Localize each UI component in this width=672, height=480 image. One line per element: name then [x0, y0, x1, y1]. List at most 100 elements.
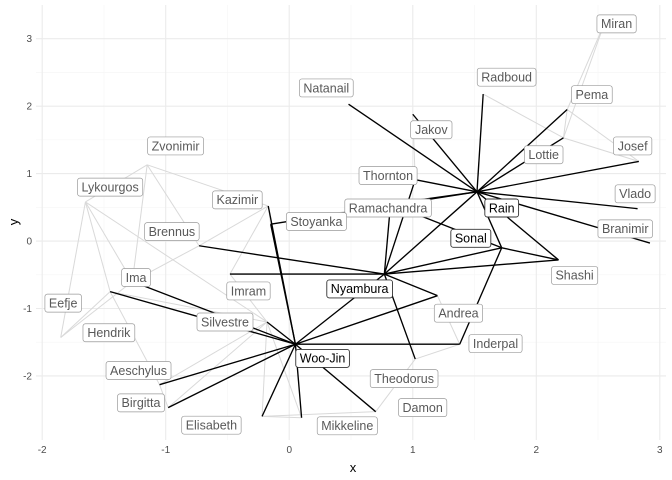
muted-edge — [60, 201, 86, 338]
node-label-text: Inderpal — [473, 337, 518, 351]
node-label: Zvonimir — [147, 136, 204, 156]
node-label: Shashi — [551, 266, 599, 285]
node-label: Sonal — [450, 228, 492, 248]
y-tick-label: -1 — [23, 304, 32, 315]
muted-edge — [198, 205, 269, 247]
edge — [384, 247, 502, 275]
node-label: Silvestre — [196, 312, 254, 332]
edge — [383, 191, 478, 275]
edge — [476, 160, 639, 193]
node-label-text: Elisabeth — [186, 418, 237, 432]
x-tick-label: 0 — [286, 445, 292, 456]
edge — [159, 343, 296, 386]
node-label-text: Josef — [618, 139, 648, 153]
node-label-text: Ramachandra — [349, 201, 428, 215]
node-label: Mikkeline — [316, 416, 378, 436]
muted-edge — [229, 205, 269, 275]
node-label-text: Shashi — [555, 269, 593, 283]
x-tick-label: 1 — [410, 445, 416, 456]
muted-edge — [482, 93, 564, 139]
node-label-box — [82, 323, 136, 343]
node-label-text: Eefje — [49, 296, 78, 310]
node-label-text: Vlado — [619, 187, 651, 201]
x-tick-label: -1 — [161, 445, 170, 456]
node-label-box — [613, 136, 653, 156]
node-label-box — [571, 85, 613, 105]
highlight-edges — [109, 93, 651, 418]
node-label-text: Theodorus — [374, 372, 434, 386]
node-label: Thornton — [358, 166, 418, 185]
node-label: Ramachandra — [344, 198, 432, 218]
node-label: Birgitta — [117, 393, 165, 413]
node-label-box — [551, 266, 599, 285]
node-label-text: Nyambura — [331, 282, 389, 296]
edge — [476, 109, 568, 193]
node-label-box — [450, 228, 492, 248]
edge — [266, 321, 296, 345]
node-label: Hendrik — [82, 323, 136, 343]
node-label-box — [181, 415, 242, 435]
node-label-text: Damon — [402, 401, 442, 415]
node-label: Aeschylus — [105, 361, 172, 380]
node-label: Brennus — [144, 222, 200, 241]
muted-edge — [262, 415, 302, 419]
muted-edge — [159, 321, 268, 386]
x-axis-title: x — [350, 460, 357, 475]
edge — [501, 247, 559, 261]
node-label: Lottie — [524, 145, 564, 165]
node-label-box — [369, 369, 439, 388]
node-label-box — [285, 212, 347, 231]
node-label: Branimir — [597, 219, 653, 239]
node-label-text: Lottie — [528, 148, 559, 162]
node-label: Josef — [613, 136, 653, 156]
node-label-box — [316, 416, 378, 436]
node-label-box — [299, 78, 354, 98]
axes: -2 -1 0 1 2 3 -2 -1 0 1 2 3 — [23, 34, 663, 456]
node-label-box — [77, 177, 144, 197]
node-label-text: Hendrik — [87, 326, 131, 340]
node-label-box — [358, 166, 418, 185]
edge — [198, 245, 385, 275]
node-label: Stoyanka — [285, 212, 347, 231]
node-label-text: Pema — [576, 88, 609, 102]
y-tick-label: 0 — [26, 237, 32, 248]
muted-edge — [131, 164, 148, 282]
node-label-box — [295, 348, 350, 368]
node-label: Lykourgos — [77, 177, 144, 197]
muted-edge — [415, 343, 460, 360]
node-label-box — [105, 361, 172, 380]
edge — [384, 259, 559, 275]
node-label: Theodorus — [369, 369, 439, 388]
node-label-box — [326, 279, 393, 299]
y-tick-label: 3 — [26, 34, 32, 45]
node-label-box — [344, 198, 432, 218]
edge — [383, 179, 416, 275]
node-label: Nyambura — [326, 279, 393, 299]
node-label-text: Thornton — [363, 169, 413, 183]
node-label-text: Mikkeline — [321, 419, 373, 433]
node-label-text: Branimir — [602, 222, 649, 236]
node-label: Jakov — [410, 120, 453, 140]
node-label-text: Rain — [489, 201, 515, 215]
node-label: Damon — [398, 398, 448, 417]
muted-edge — [167, 321, 268, 409]
edge — [476, 191, 638, 210]
node-label-box — [212, 190, 263, 210]
node-label-text: Kazimir — [217, 193, 259, 207]
node-label: Rain — [484, 198, 520, 218]
node-label-box — [144, 222, 200, 241]
muted-edge — [261, 321, 268, 417]
edge — [476, 191, 503, 249]
y-tick-label: 2 — [26, 102, 32, 113]
edge — [295, 295, 438, 345]
node-label-text: Radboud — [481, 70, 532, 84]
node-label-box — [476, 67, 537, 87]
muted-edge — [84, 201, 111, 292]
node-label-text: Andrea — [438, 307, 478, 321]
edge — [476, 93, 484, 192]
muted-edge — [562, 109, 568, 138]
node-label: Elisabeth — [181, 415, 242, 435]
edge — [459, 247, 503, 345]
node-label: Natanail — [299, 78, 354, 98]
node-label-box — [596, 14, 637, 34]
